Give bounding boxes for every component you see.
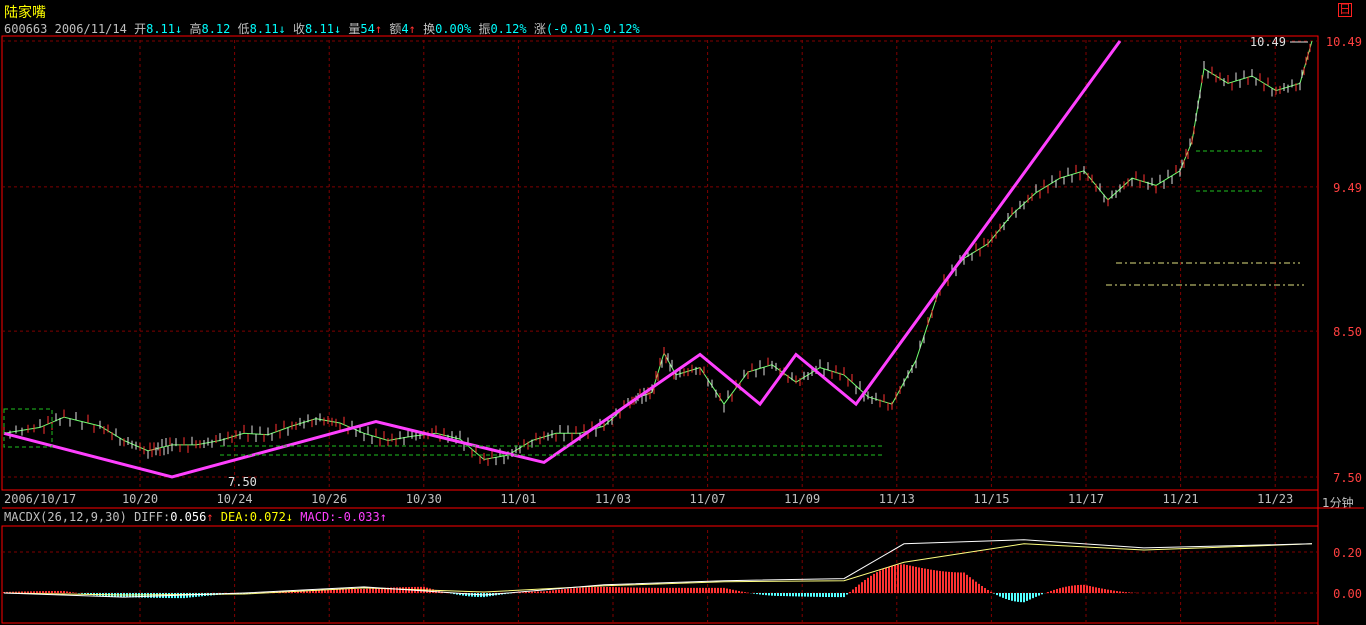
info-field-label: 额 <box>389 22 402 36</box>
info-field-value: 54 <box>360 22 375 36</box>
high-label: 10.49 <box>1250 35 1286 49</box>
x-tick-label: 11/13 <box>879 492 915 506</box>
x-tick-label: 11/21 <box>1163 492 1199 506</box>
x-tick-label: 11/03 <box>595 492 631 506</box>
y-tick-label: 9.49 <box>1333 181 1362 195</box>
x-tick-label: 10/20 <box>122 492 158 506</box>
macd-value: -0.033 <box>336 510 380 524</box>
x-tick-label: 11/09 <box>784 492 820 506</box>
price-info-bar: 600663 2006/11/14 开8.11↓ 高8.12 低8.11↓ 收8… <box>4 20 640 37</box>
info-field-value: 0.00% <box>435 22 472 36</box>
x-tick-label: 11/07 <box>690 492 726 506</box>
diff-arrow: ↑ <box>206 510 214 524</box>
dea-value: 0.072 <box>249 510 286 524</box>
diff-value: 0.056 <box>170 510 207 524</box>
x-tick-label: 10/24 <box>217 492 253 506</box>
info-field-arrow: ↓ <box>333 22 342 36</box>
info-field-arrow: ↓ <box>175 22 183 36</box>
macd-panel-frame <box>1 525 1319 624</box>
info-field-value: 0.12% <box>490 22 527 36</box>
macd-label: MACD: <box>300 510 337 524</box>
info-field-value: 8.12 <box>201 22 231 36</box>
macd-arrow: ↑ <box>379 510 387 524</box>
info-field-arrow: ↑ <box>408 22 416 36</box>
price-line <box>3 40 1313 461</box>
restore-icon[interactable]: 日 <box>1338 2 1352 17</box>
macd-indicator-name: MACDX(26,12,9,30) <box>4 510 127 524</box>
quote-date: 2006/11/14 <box>54 22 127 36</box>
info-field-value: (-0.01)-0.12% <box>545 22 640 36</box>
zigzag-line <box>3 40 1122 479</box>
y-tick-label: 8.50 <box>1333 325 1362 339</box>
info-field-label: 涨 <box>533 22 546 36</box>
x-tick-label: 11/17 <box>1068 492 1104 506</box>
dea-label: DEA: <box>220 510 250 524</box>
x-tick-label: 10/26 <box>311 492 347 506</box>
info-field-label: 开 <box>134 22 147 36</box>
info-field-arrow: ↑ <box>374 22 383 36</box>
period-label[interactable]: 1分钟 <box>1322 496 1354 510</box>
info-field-label: 换 <box>423 22 436 36</box>
macd-info-bar: MACDX(26,12,9,30) DIFF:0.056↑ DEA:0.072↓… <box>4 510 387 524</box>
info-field-label: 收 <box>293 22 306 36</box>
macd-y-tick-label: 0.20 <box>1333 546 1362 560</box>
level-box <box>3 408 53 448</box>
info-field-label: 振 <box>478 22 491 36</box>
low-label: 7.50 <box>228 475 257 489</box>
info-field-label: 量 <box>348 22 361 36</box>
x-tick-label: 2006/10/17 <box>4 492 76 506</box>
dea-arrow: ↓ <box>285 510 294 524</box>
info-fields: 开8.11↓ 高8.12 低8.11↓ 收8.11↓ 量54↑ 额4↑ 换0.0… <box>134 22 640 36</box>
macd-y-tick-label: 0.00 <box>1333 587 1362 601</box>
diff-line <box>3 539 1313 598</box>
x-tick-label: 11/01 <box>500 492 536 506</box>
x-tick-label: 11/23 <box>1257 492 1293 506</box>
info-field-label: 高 <box>189 22 202 36</box>
info-field-arrow: ↓ <box>278 22 286 36</box>
dea-line <box>3 543 1313 596</box>
info-field-value: 8.11 <box>305 22 334 36</box>
stock-code: 600663 <box>4 22 48 36</box>
x-tick-label: 11/15 <box>973 492 1009 506</box>
info-field-value: 8.11 <box>249 22 279 36</box>
stock-name: 陆家嘴 <box>4 5 46 21</box>
y-tick-label: 10.49 <box>1326 35 1362 49</box>
x-tick-label: 10/30 <box>406 492 442 506</box>
info-field-value: 4 <box>401 22 409 36</box>
info-field-label: 低 <box>237 22 250 36</box>
diff-label: DIFF: <box>134 510 171 524</box>
info-field-value: 8.11 <box>146 22 175 36</box>
y-tick-label: 7.50 <box>1333 471 1362 485</box>
